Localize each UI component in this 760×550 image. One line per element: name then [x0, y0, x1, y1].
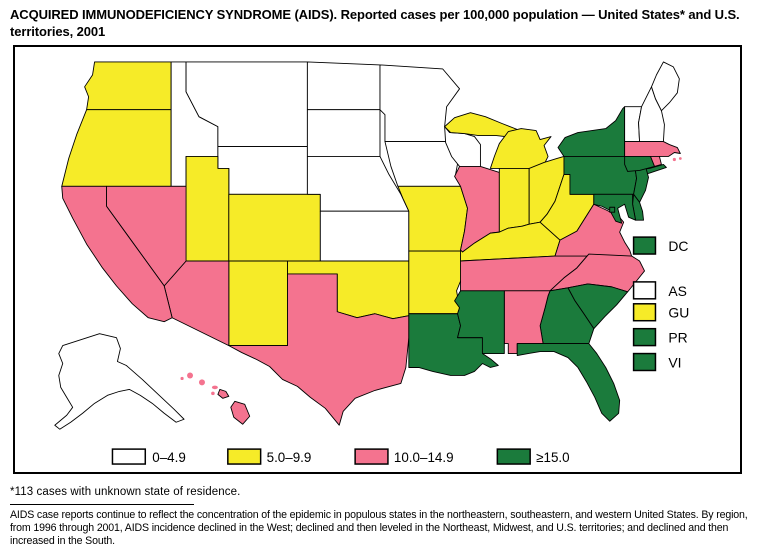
state-mo	[397, 185, 470, 260]
state-hi-niihau	[180, 376, 184, 381]
territory-legend: DC AS GU PR VI	[632, 236, 689, 372]
category-swatch-1	[111, 448, 147, 465]
state-fl	[516, 343, 621, 422]
state-ms	[454, 290, 505, 355]
territory-swatch-pr	[632, 327, 657, 347]
state-ak-aleutian	[40, 438, 45, 442]
state-ak-aleutian	[33, 442, 37, 446]
territory-swatch-gu	[632, 303, 657, 322]
territory-label-pr: PR	[668, 330, 687, 346]
state-ct	[624, 156, 655, 172]
state-ak	[54, 333, 185, 430]
category-label-3: 10.0–14.9	[394, 450, 454, 465]
state-sd	[306, 109, 381, 157]
state-ma	[624, 141, 681, 157]
state-co	[228, 193, 321, 262]
state-ks	[319, 210, 410, 262]
state-hi-lanai	[211, 391, 215, 396]
state-hi-maui	[217, 388, 230, 399]
state-hi-bigisland	[230, 400, 251, 425]
figure-caption: AIDS case reports continue to reflect th…	[10, 509, 748, 547]
state-me	[651, 61, 680, 112]
state-mi-lower	[489, 128, 552, 169]
territory-swatch-as	[632, 281, 657, 300]
category-swatch-3	[354, 448, 389, 465]
state-ut	[185, 156, 230, 262]
map-frame: DC AS GU PR VI 0–4.9 5.0–9.9 10.0–14.9 ≥…	[13, 45, 742, 474]
category-swatch-2	[227, 448, 262, 465]
category-legend: 0–4.9 5.0–9.9 10.0–14.9 ≥15.0	[111, 448, 570, 465]
state-hi-oahu	[198, 379, 205, 386]
state-ak-aleutian	[48, 433, 53, 437]
category-label-4: ≥15.0	[536, 450, 569, 465]
category-swatch-4	[496, 448, 531, 465]
footnote-divider	[10, 504, 194, 505]
state-ma-island	[678, 157, 682, 160]
us-choropleth-map: DC AS GU PR VI 0–4.9 5.0–9.9 10.0–14.9 ≥…	[33, 61, 689, 465]
territory-label-gu: GU	[668, 305, 689, 321]
state-or	[61, 109, 172, 187]
state-in	[498, 167, 530, 233]
category-label-2: 5.0–9.9	[267, 450, 312, 465]
state-hi-kauai	[187, 372, 194, 379]
category-label-1: 0–4.9	[152, 450, 186, 465]
territory-swatch-dc	[632, 236, 657, 255]
state-dc	[609, 206, 616, 213]
state-hi-molokai	[211, 385, 218, 390]
territory-label-as: AS	[668, 283, 687, 299]
states-layer	[33, 61, 682, 446]
territory-label-vi: VI	[668, 354, 681, 370]
footnote: *113 cases with unknown state of residen…	[10, 486, 241, 498]
state-tx	[228, 273, 410, 426]
state-wa	[84, 61, 172, 111]
territory-swatch-vi	[632, 352, 657, 372]
territory-label-dc: DC	[668, 238, 688, 254]
state-wy	[217, 146, 308, 195]
state-nm	[228, 260, 288, 347]
state-ma-island	[672, 157, 676, 162]
page-title: ACQUIRED IMMUNODEFICIENCY SYNDROME (AIDS…	[10, 7, 740, 39]
state-nd	[306, 61, 381, 111]
state-ca	[61, 185, 173, 323]
